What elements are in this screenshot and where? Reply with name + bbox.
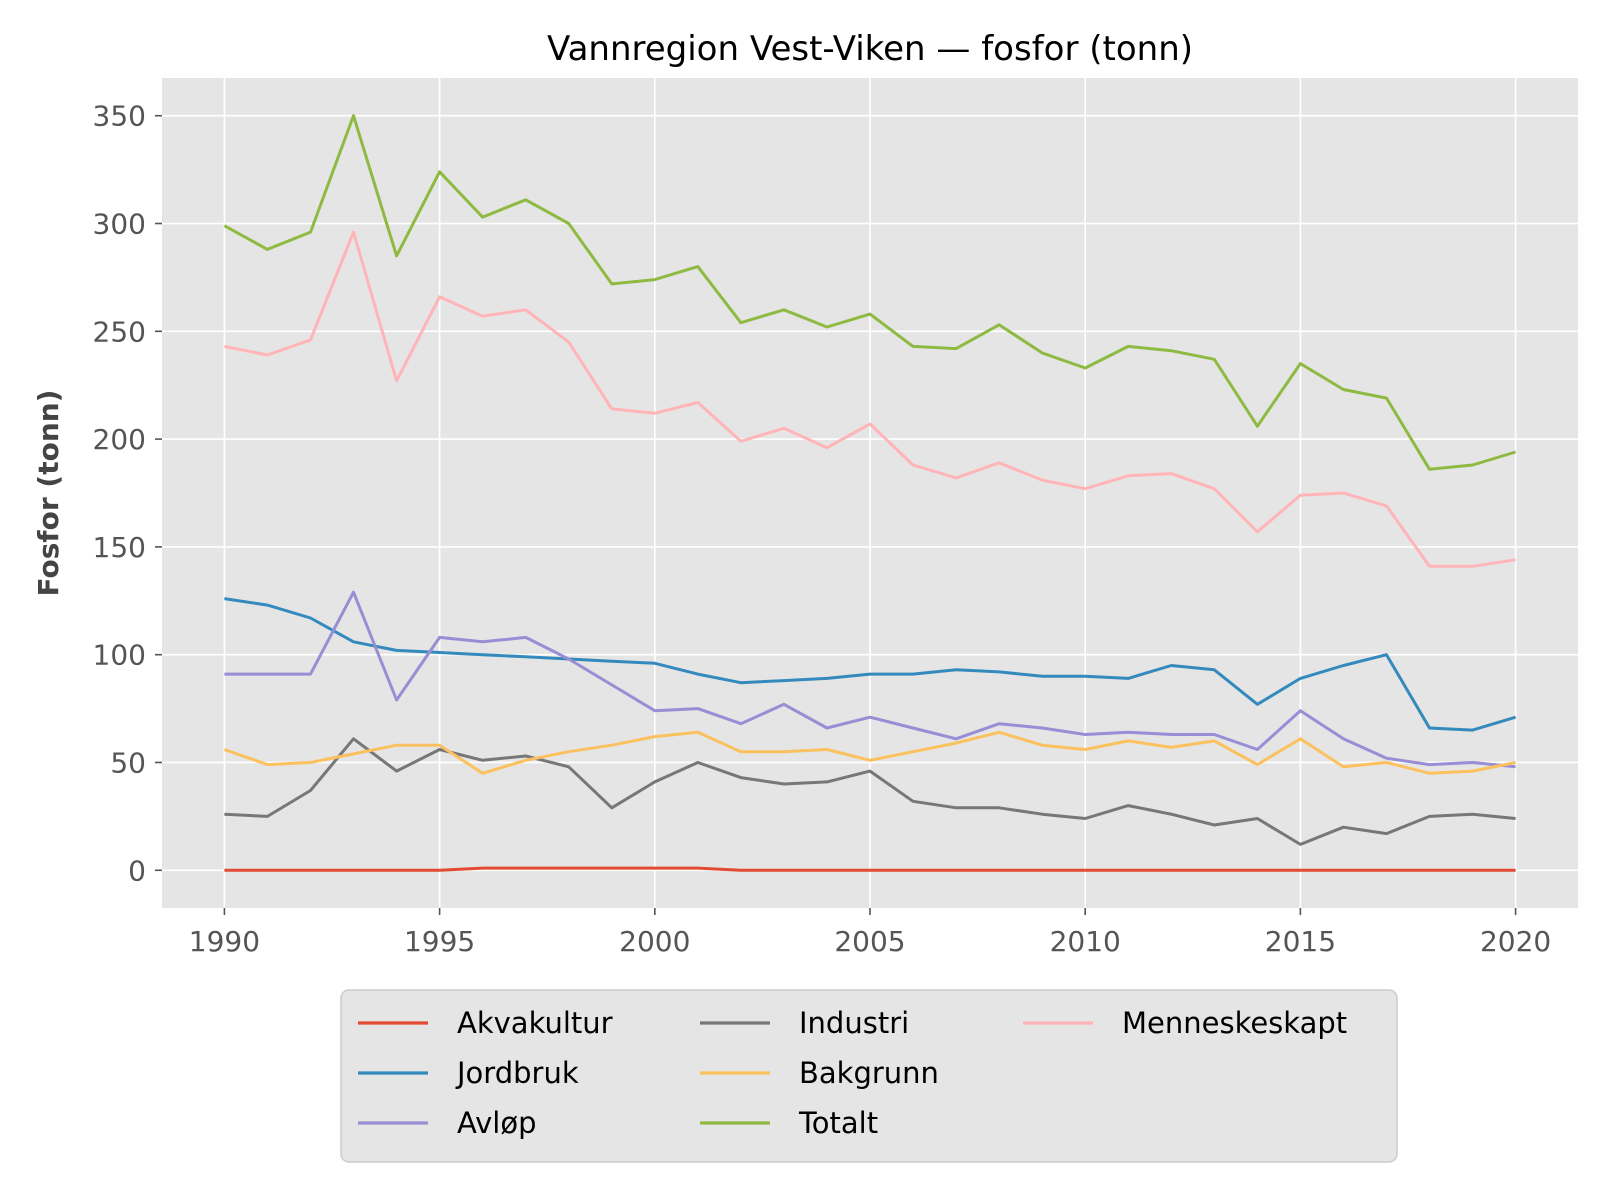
series-line-industri — [224, 737, 1516, 846]
legend-item-avl-p: Avløp — [358, 1106, 537, 1140]
y-tick-label: 150 — [93, 531, 146, 564]
legend-label: Totalt — [798, 1106, 878, 1140]
grid-lines — [162, 78, 1578, 908]
legend-item-akvakultur: Akvakultur — [358, 1006, 613, 1040]
y-tick-label: 100 — [93, 639, 146, 672]
series-line-totalt — [223, 114, 1517, 471]
series-line-akvakultur — [224, 866, 1516, 872]
legend-item-industri: Industri — [700, 1006, 909, 1040]
x-tick-label: 1990 — [189, 925, 260, 958]
y-tick-label: 200 — [93, 423, 146, 456]
legend-label: Akvakultur — [457, 1006, 613, 1040]
legend-label: Bakgrunn — [799, 1056, 939, 1090]
y-tick-label: 300 — [93, 208, 146, 241]
legend-item-jordbruk: Jordbruk — [358, 1056, 579, 1090]
series-line-avl-p — [224, 590, 1516, 769]
y-tick-label: 50 — [110, 746, 146, 779]
legend-label: Industri — [799, 1006, 909, 1040]
x-tick-label: 2010 — [1050, 925, 1121, 958]
x-tick-label: 1995 — [404, 925, 475, 958]
x-tick-label: 2020 — [1480, 925, 1551, 958]
y-tick-label: 0 — [128, 854, 146, 887]
series-line-menneskeskapt — [224, 230, 1516, 568]
legend-label: Menneskeskapt — [1122, 1006, 1347, 1040]
y-tick-label: 250 — [93, 315, 146, 348]
y-tick-label: 350 — [93, 100, 146, 133]
x-tick-label: 2000 — [619, 925, 690, 958]
x-tick-label: 2015 — [1265, 925, 1336, 958]
legend-item-totalt: Totalt — [700, 1106, 878, 1140]
legend-item-menneskeskapt: Menneskeskapt — [1023, 1006, 1347, 1040]
chart-title: Vannregion Vest-Viken — fosfor (tonn) — [547, 29, 1193, 69]
legend-box — [340, 989, 1398, 1163]
x-tick-label: 2005 — [834, 925, 905, 958]
series-lines — [223, 114, 1517, 872]
legend: Akvakultur Jordbruk Avløp Industri Bakgrunn T… — [340, 989, 1398, 1163]
axes: 0 50 100 150 200 250 300 350 1990 1995 2000 2005 201… — [93, 100, 1552, 958]
series-line-jordbruk — [224, 597, 1517, 732]
y-axis-label: Fosfor (tonn) — [32, 390, 65, 597]
series-line-bakgrunn — [223, 730, 1516, 775]
legend-label: Avløp — [457, 1106, 537, 1140]
legend-item-bakgrunn: Bakgrunn — [700, 1056, 939, 1090]
legend-label: Jordbruk — [455, 1056, 579, 1090]
